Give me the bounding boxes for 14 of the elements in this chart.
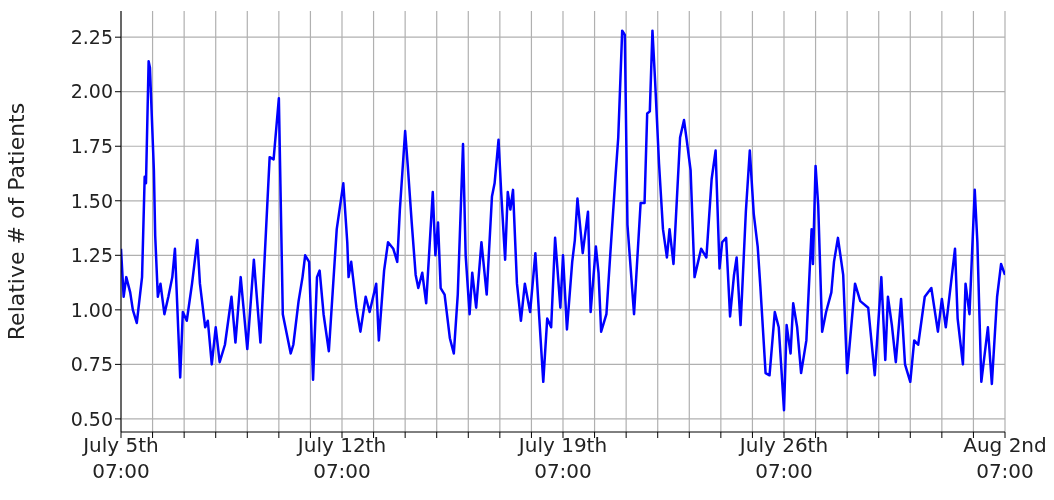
x-tick-label: July 26th 07:00 <box>737 433 829 483</box>
y-tick-label: 1.50 <box>70 189 113 212</box>
x-tick-label: July 12th 07:00 <box>295 433 387 483</box>
y-tick-label: 1.25 <box>70 244 113 267</box>
y-tick-label: 0.50 <box>70 407 113 430</box>
x-tick-label: July 5th 07:00 <box>81 433 159 483</box>
y-axis-title: Relative # of Patients <box>3 102 29 341</box>
y-tick-label: 1.00 <box>70 298 113 321</box>
y-tick-label: 1.75 <box>70 134 113 157</box>
y-tick-label: 0.75 <box>70 353 113 376</box>
y-tick-label: 2.00 <box>70 80 113 103</box>
x-tick-label: July 19th 07:00 <box>516 433 608 483</box>
x-tick-label: Aug 2nd 07:00 <box>963 433 1047 483</box>
y-tick-label: 2.25 <box>70 25 113 48</box>
